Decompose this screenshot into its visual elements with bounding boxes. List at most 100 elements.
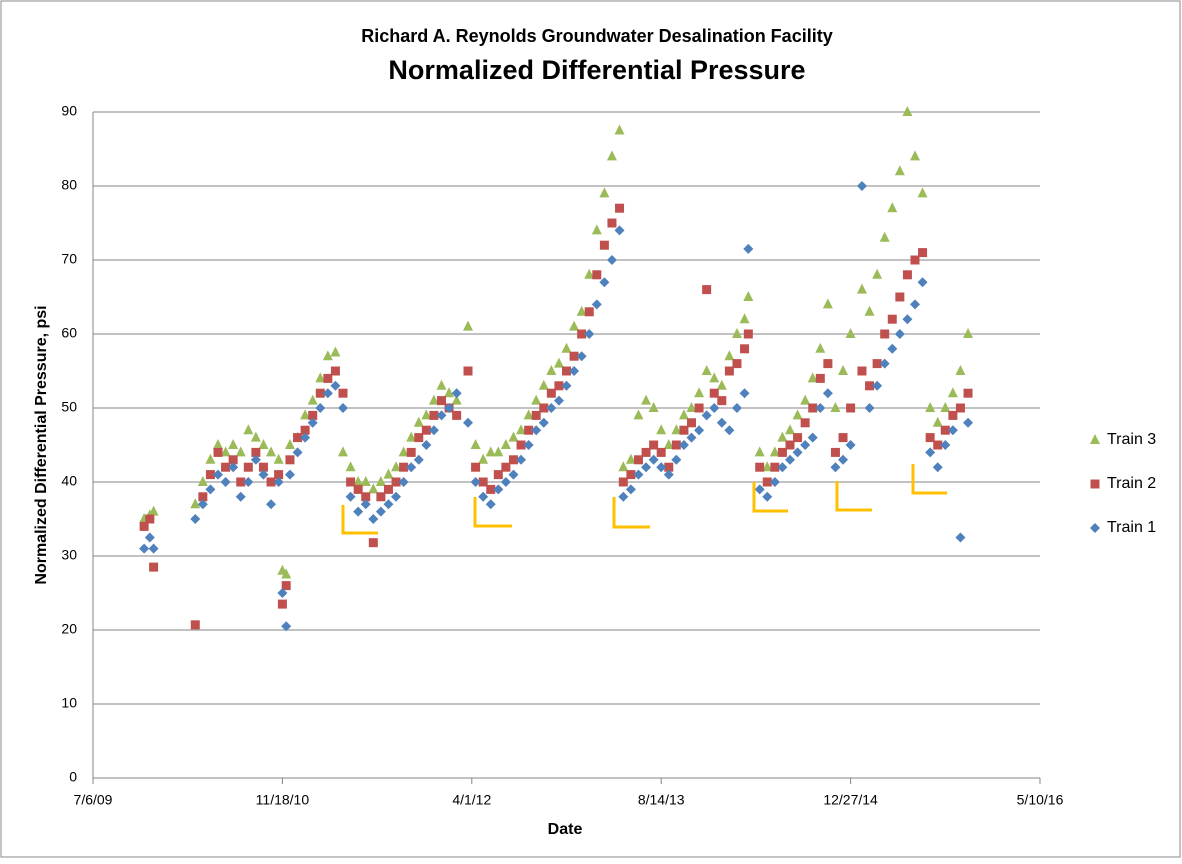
point — [963, 328, 974, 338]
point — [463, 417, 474, 428]
point — [762, 477, 772, 487]
point — [368, 514, 379, 524]
point — [743, 243, 754, 254]
point — [516, 454, 527, 465]
point — [614, 225, 625, 236]
x-tick-label: 5/10/16 — [1017, 792, 1064, 808]
point — [139, 543, 150, 554]
point — [421, 409, 432, 420]
point — [307, 394, 318, 405]
point — [694, 425, 705, 436]
point — [274, 470, 284, 480]
point — [656, 462, 667, 473]
point — [606, 150, 617, 161]
point — [383, 484, 393, 494]
point — [857, 366, 867, 376]
point — [235, 446, 246, 457]
point — [633, 469, 644, 480]
point — [633, 409, 644, 420]
point — [383, 468, 394, 479]
point — [625, 453, 636, 464]
point — [724, 366, 734, 376]
point — [872, 359, 882, 369]
point — [243, 462, 253, 472]
point — [925, 402, 936, 412]
point — [561, 380, 572, 391]
annotations — [341, 464, 947, 535]
point — [451, 388, 462, 399]
point — [273, 453, 284, 464]
point — [213, 469, 224, 480]
annotation-bracket — [612, 497, 650, 529]
point — [398, 477, 409, 487]
point — [955, 365, 966, 375]
point — [406, 462, 417, 473]
point — [391, 461, 402, 472]
point — [618, 491, 629, 502]
point — [190, 620, 200, 630]
point — [838, 454, 849, 465]
point — [406, 431, 417, 442]
point — [845, 328, 856, 338]
point — [281, 621, 292, 632]
point — [205, 453, 216, 464]
point — [285, 455, 295, 465]
point — [925, 447, 936, 458]
point — [932, 462, 943, 473]
y-tick-label: 0 — [69, 769, 77, 785]
point — [656, 447, 666, 457]
point — [235, 491, 246, 502]
point — [932, 416, 943, 427]
point — [792, 409, 803, 420]
point — [584, 307, 594, 317]
point — [300, 409, 311, 420]
point — [345, 491, 356, 502]
point — [500, 439, 511, 449]
point — [284, 439, 295, 449]
legend-marker — [1090, 479, 1100, 489]
point — [531, 410, 541, 420]
point — [330, 366, 340, 376]
point — [724, 425, 735, 436]
annotation-bracket — [473, 497, 512, 528]
point — [190, 514, 201, 524]
point — [902, 270, 912, 280]
point — [508, 469, 519, 480]
point — [770, 462, 780, 472]
point — [236, 477, 246, 487]
point — [546, 388, 556, 398]
point — [148, 543, 159, 554]
point — [307, 417, 318, 428]
point — [656, 424, 667, 435]
point — [444, 403, 455, 413]
point — [732, 359, 742, 369]
point — [584, 268, 595, 279]
point — [678, 440, 689, 450]
point — [717, 396, 727, 406]
point — [618, 477, 628, 487]
point — [807, 372, 818, 383]
point — [284, 469, 295, 480]
point — [391, 491, 402, 502]
point — [955, 532, 966, 543]
point — [910, 255, 920, 265]
point — [413, 454, 424, 465]
point — [493, 446, 504, 457]
point — [872, 268, 883, 279]
point — [375, 476, 386, 486]
point — [739, 313, 750, 324]
point — [251, 447, 261, 457]
point — [315, 372, 326, 383]
point — [345, 461, 356, 472]
point — [516, 424, 527, 435]
y-tick-label: 90 — [61, 103, 77, 119]
point — [451, 394, 462, 405]
point — [205, 484, 216, 495]
point — [523, 409, 534, 420]
point — [421, 440, 432, 450]
point — [940, 425, 950, 435]
point — [731, 328, 742, 338]
point — [360, 499, 371, 510]
